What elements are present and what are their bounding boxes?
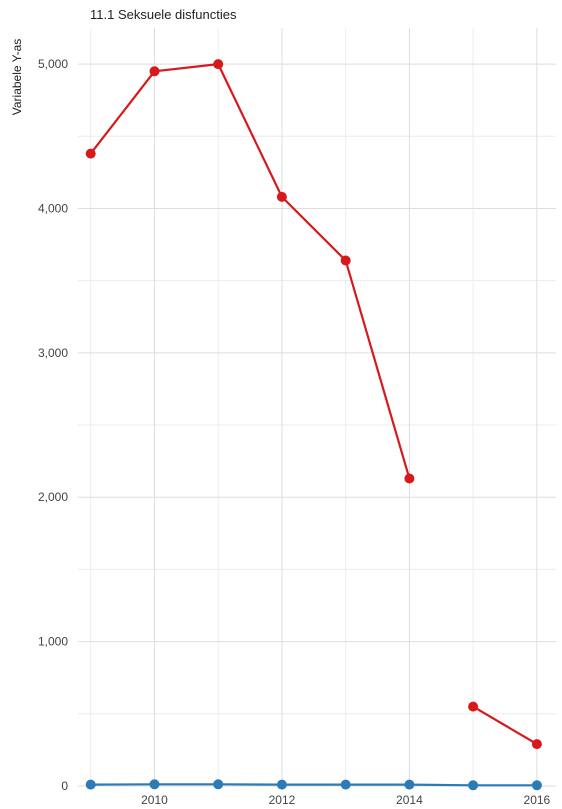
series-0-point (468, 701, 479, 712)
series-0-point (404, 473, 415, 484)
series-0-point (340, 255, 351, 266)
series-1 (85, 779, 542, 791)
series-1-point (340, 779, 351, 790)
y-tick-label: 1,000 (38, 635, 68, 649)
series-0-point (85, 148, 96, 159)
chart-title: 11.1 Seksuele disfuncties (90, 7, 237, 22)
series-0-line-0 (89, 62, 411, 480)
y-tick-label: 3,000 (38, 346, 68, 360)
grid-lines (78, 28, 556, 787)
y-tick-label: 0 (61, 779, 68, 793)
series-1-point (213, 779, 224, 790)
y-axis-label: Variabele Y-as (10, 39, 24, 116)
series-0-line-1 (472, 705, 539, 746)
series-1-point (149, 779, 160, 790)
series-layer (85, 59, 542, 791)
series-1-line-0 (89, 783, 539, 787)
series-0-point (149, 66, 160, 77)
x-tick-label: 2012 (269, 793, 296, 807)
x-tick-label: 2014 (396, 793, 423, 807)
x-tick-labels: 2010 2012 2014 2016 (141, 793, 550, 807)
y-tick-label: 4,000 (38, 201, 68, 215)
series-1-point (468, 780, 479, 791)
series-1-point (85, 779, 96, 790)
x-tick-label: 2010 (141, 793, 168, 807)
series-1-point (276, 779, 287, 790)
x-tick-label: 2016 (524, 793, 551, 807)
y-tick-label: 5,000 (38, 57, 68, 71)
series-1-point (404, 779, 415, 790)
y-tick-labels: 0 1,000 2,000 3,000 4,000 5,000 (38, 57, 68, 793)
series-0-point (531, 739, 542, 750)
series-0-point (213, 59, 224, 70)
y-tick-label: 2,000 (38, 490, 68, 504)
series-0-point (276, 191, 287, 202)
series-0 (85, 59, 542, 750)
series-1-point (531, 780, 542, 791)
